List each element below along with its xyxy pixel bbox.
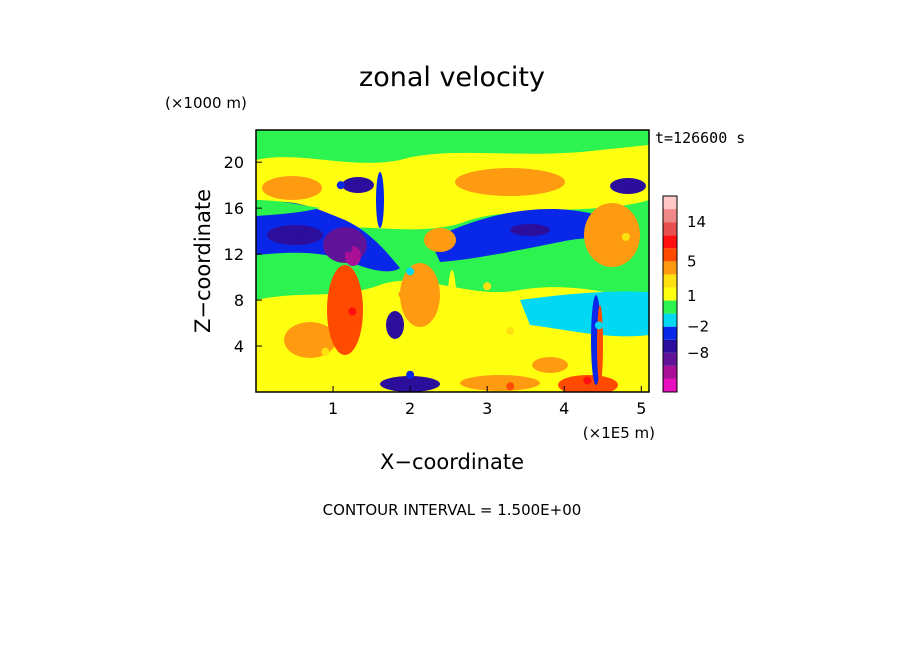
data-feature: [348, 307, 357, 316]
contour-cell: [455, 168, 565, 196]
data-feature: [621, 232, 630, 241]
contour-cell: [380, 376, 440, 392]
data-feature: [406, 267, 415, 276]
data-feature: [506, 171, 515, 180]
x-axis-label: X−coordinate: [380, 450, 524, 474]
data-feature: [429, 232, 438, 241]
plot-frame: [255, 129, 650, 393]
colorbar-frame: [662, 195, 678, 393]
colorbar-segment: [663, 196, 677, 210]
colorbar-segment: [663, 287, 677, 301]
x-tick-label: 3: [482, 399, 492, 418]
contour-band: [256, 200, 320, 216]
contour-cell: [262, 176, 322, 200]
contour-cell: [342, 177, 374, 193]
y-tick-label: 16: [224, 199, 244, 218]
y-tick-label: 12: [224, 245, 244, 264]
data-feature: [594, 321, 603, 330]
contour-cell: [584, 203, 640, 267]
data-feature: [506, 382, 515, 391]
contour-cell: [376, 172, 384, 228]
contour-cell: [597, 305, 603, 385]
data-feature: [336, 181, 345, 190]
data-feature: [506, 327, 515, 336]
y-tick-label: 4: [234, 337, 244, 356]
x-tick-label: 4: [559, 399, 569, 418]
colorbar-segment: [663, 326, 677, 340]
colorbar-segment: [663, 222, 677, 236]
data-feature: [625, 181, 634, 190]
data-feature: [294, 236, 303, 245]
contour-cell: [424, 228, 456, 252]
colorbar-tick-label: 1: [687, 287, 697, 305]
x-tick-label: 2: [405, 399, 415, 418]
contour-cell: [460, 375, 540, 391]
colorbar-segment: [663, 300, 677, 314]
data-feature: [398, 290, 407, 299]
data-feature: [583, 376, 592, 385]
colorbar-segment: [663, 352, 677, 366]
data-feature: [521, 215, 530, 224]
colorbar-segment: [663, 261, 677, 275]
y-axis-label: Z−coordinate: [191, 189, 215, 333]
time-label: t=126600 s: [655, 129, 745, 147]
colorbar-segment: [663, 378, 677, 392]
colorbar-segment: [663, 339, 677, 353]
y-axis-ticks: 4 8 12 16 20: [224, 153, 262, 356]
colorbar-tick-label: 5: [687, 252, 697, 270]
y-tick-label: 8: [234, 291, 244, 310]
colorbar-tick-label: −2: [687, 318, 709, 336]
colorbar-segment: [663, 365, 677, 379]
data-feature: [344, 244, 353, 253]
data-feature: [406, 370, 415, 379]
contour-cell: [327, 265, 363, 355]
contour-cell: [447, 270, 457, 370]
x-scale-label: (×1E5 m): [583, 424, 655, 442]
y-scale-label: (×1000 m): [165, 94, 247, 112]
contour-cell: [386, 311, 404, 339]
data-feature: [483, 282, 492, 291]
colorbar-tick-label: −8: [687, 344, 709, 362]
contour-cell: [510, 224, 550, 236]
colorbar-tick-label: 14: [687, 213, 706, 231]
contour-cell: [400, 263, 440, 327]
contour-band: [520, 291, 649, 337]
x-tick-label: 1: [328, 399, 338, 418]
colorbar: 14 5 1 −2 −8: [662, 195, 709, 393]
colorbar-segment: [663, 248, 677, 262]
colorbar-segment: [663, 274, 677, 288]
data-feature: [352, 252, 361, 261]
chart-title: zonal velocity: [359, 62, 545, 93]
contour-cell: [267, 225, 323, 245]
contour-field: [256, 130, 649, 392]
contour-cell: [532, 357, 568, 373]
colorbar-segment: [663, 235, 677, 249]
colorbar-segment: [663, 209, 677, 223]
y-tick-label: 20: [224, 153, 244, 172]
data-feature: [278, 181, 287, 190]
x-axis-ticks: 1 2 3 4 5: [328, 386, 646, 418]
colorbar-segment: [663, 313, 677, 327]
x-tick-label: 5: [636, 399, 646, 418]
data-feature: [321, 347, 330, 356]
contour-interval-label: CONTOUR INTERVAL = 1.500E+00: [323, 501, 582, 519]
